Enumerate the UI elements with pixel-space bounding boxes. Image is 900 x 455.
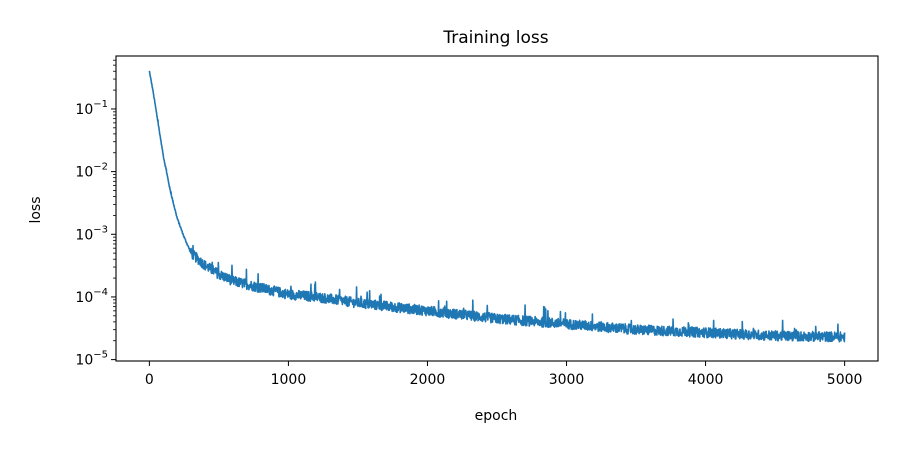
axes: 0 1000 2000 3000 4000 500010−510−410−310−210−… (75, 55, 879, 388)
x-tick-label: 4000 (688, 372, 724, 388)
chart-title: Training loss (442, 28, 548, 48)
x-tick-label: 3000 (549, 372, 585, 388)
loss-series-line (148, 70, 846, 343)
x-axis-label: epoch (475, 408, 518, 424)
x-tick-label: 2000 (410, 372, 446, 388)
x-tick-label: 0 (145, 372, 154, 388)
x-tick-label: 1000 (271, 372, 307, 388)
plot-area (148, 70, 846, 343)
y-axis-label: loss (28, 196, 44, 223)
axes-frame (115, 55, 879, 362)
x-tick-label: 5000 (827, 372, 863, 388)
